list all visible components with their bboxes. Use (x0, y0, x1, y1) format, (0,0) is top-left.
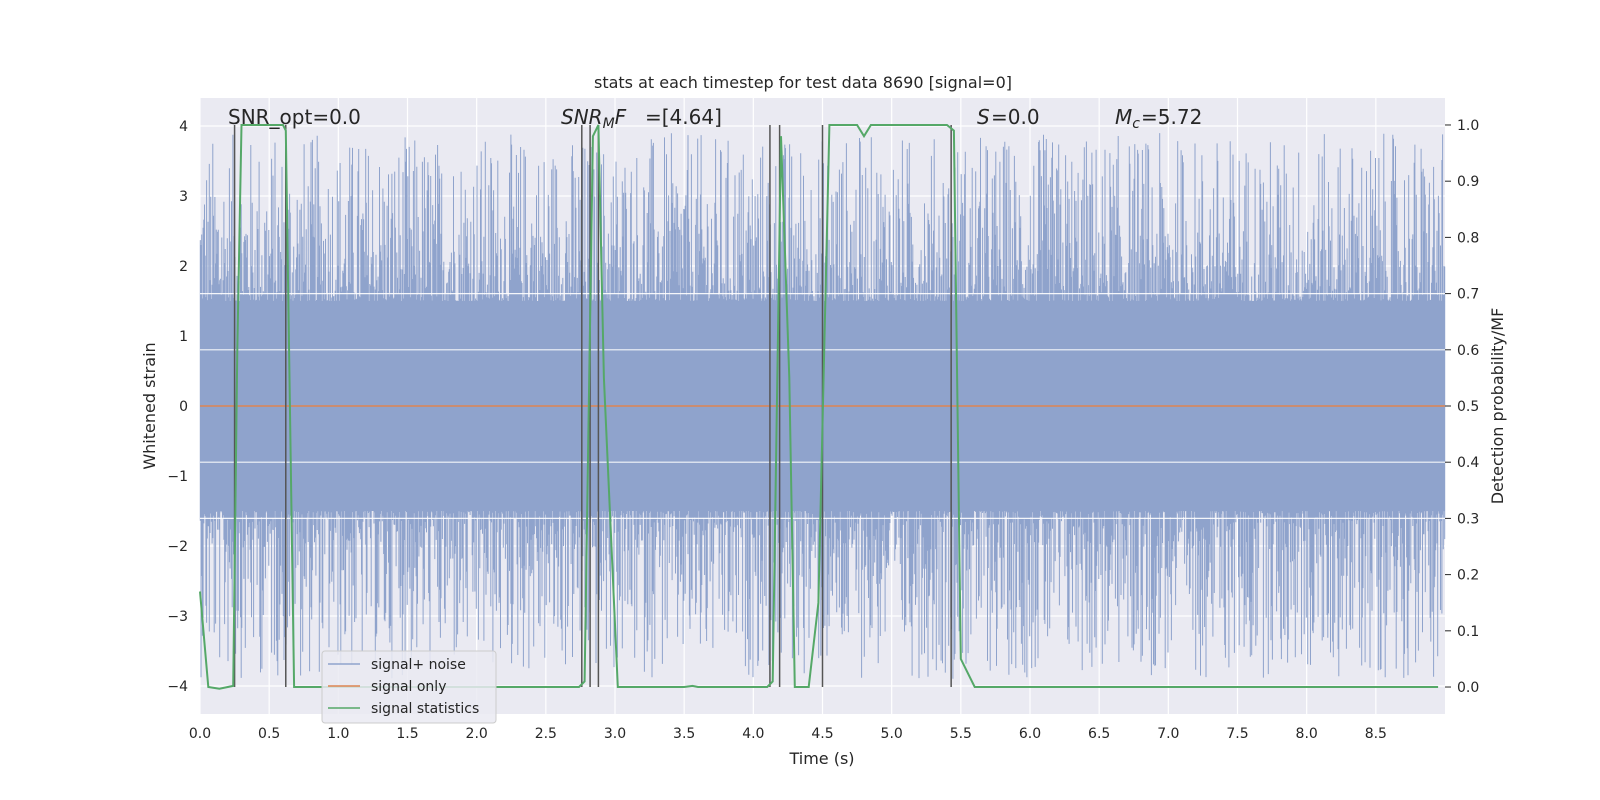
y-tick-label-5: −1 (167, 469, 188, 485)
y2-tick-label-2: 0.8 (1457, 230, 1479, 246)
detection-vertical-lines (233, 124, 952, 688)
x-tick-label-10: 5.0 (881, 726, 903, 742)
annotation-mc: Mc =5.72 (1115, 105, 1202, 132)
signal-statistics-line (199, 124, 1439, 690)
x-tick-label-15: 7.5 (1226, 726, 1248, 742)
x-tick-label-5: 2.5 (535, 726, 557, 742)
y2-tick-label-5: 0.5 (1457, 399, 1479, 415)
signal-statistics-series (199, 124, 1439, 690)
annotation-snr-mf-value: =[4.64] (645, 105, 722, 129)
x-tick-label-0: 0.0 (189, 726, 211, 742)
y-axis-label: Whitened strain (140, 342, 159, 469)
annotation-s-value: =0.0 (991, 105, 1040, 129)
y2-tick-label-3: 0.7 (1457, 287, 1479, 303)
x-tick-label-17: 8.5 (1365, 726, 1387, 742)
x-tick-label-16: 8.0 (1296, 726, 1318, 742)
y-tick-label-3: 1 (179, 329, 188, 345)
y-tick-label-7: −3 (167, 609, 188, 625)
x-tick-label-13: 6.5 (1088, 726, 1110, 742)
x-tick-label-7: 3.5 (673, 726, 695, 742)
y2-tick-label-0: 1.0 (1457, 118, 1479, 134)
y-tick-label-6: −2 (167, 539, 188, 555)
y-tick-label-1: 3 (179, 189, 188, 205)
y2-tick-label-9: 0.1 (1457, 624, 1479, 640)
legend: signal+ noise signal only signal statist… (321, 650, 497, 724)
y2-tick-label-6: 0.4 (1457, 455, 1479, 471)
y2-tick-label-8: 0.2 (1457, 568, 1479, 584)
y-tick-label-8: −4 (167, 679, 188, 695)
x-axis-label: Time (s) (788, 749, 854, 768)
x-tick-label-14: 7.0 (1157, 726, 1179, 742)
annotation-s: S =0.0 (977, 105, 1040, 129)
y2-axis-ticks: 1.0 0.9 0.8 0.7 0.6 0.5 0.4 0.3 0.2 0.1 0.0 (1445, 118, 1479, 696)
x-tick-label-8: 4.0 (742, 726, 764, 742)
y2-tick-label-1: 0.9 (1457, 174, 1479, 190)
annotation-mc-value: =5.72 (1141, 105, 1202, 129)
y2-axis-label: Detection probability/MF (1488, 308, 1507, 505)
chart-title: stats at each timestep for test data 869… (594, 73, 1012, 92)
x-tick-label-9: 4.5 (811, 726, 833, 742)
y-axis-ticks: 4 3 2 1 0 −1 −2 −3 −4 (167, 119, 188, 695)
y-tick-label-4: 0 (179, 399, 188, 415)
legend-box (321, 650, 497, 724)
legend-label-noise: signal+ noise (371, 657, 466, 673)
x-tick-label-4: 2.0 (466, 726, 488, 742)
noise-spikes (199, 133, 1446, 679)
x-tick-label-11: 5.5 (950, 726, 972, 742)
x-tick-label-6: 3.0 (604, 726, 626, 742)
y2-tick-label-4: 0.6 (1457, 343, 1479, 359)
annotation-snr-mf: SNRMF =[4.64] (561, 105, 722, 132)
x-axis-ticks: 0.0 0.5 1.0 1.5 2.0 2.5 3.0 3.5 4.0 4.5 5.0 5.5 6.0 6… (189, 726, 1387, 742)
legend-label-statistics: signal statistics (371, 701, 479, 717)
x-tick-label-3: 1.5 (396, 726, 418, 742)
legend-label-signal-only: signal only (371, 679, 446, 695)
x-tick-label-12: 6.0 (1019, 726, 1041, 742)
x-tick-label-2: 1.0 (327, 726, 349, 742)
y-tick-label-0: 4 (179, 119, 188, 135)
annotation-snr-mf-symbol: SNRMF (561, 105, 627, 132)
annotation-s-symbol: S (977, 105, 990, 129)
y2-tick-label-10: 0.0 (1457, 680, 1479, 696)
annotation-snr-opt: SNR_opt=0.0 (228, 105, 361, 129)
x-tick-label-1: 0.5 (258, 726, 280, 742)
y-tick-label-2: 2 (179, 259, 188, 275)
y2-tick-label-7: 0.3 (1457, 511, 1479, 527)
